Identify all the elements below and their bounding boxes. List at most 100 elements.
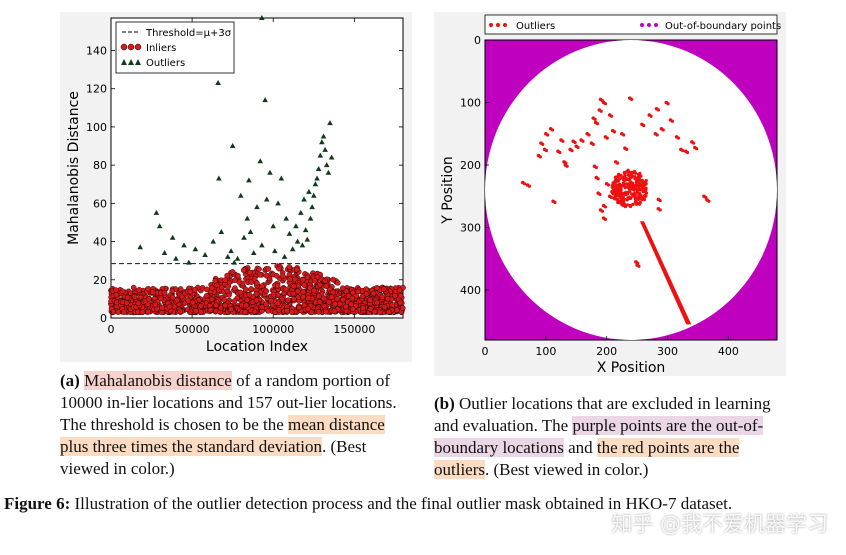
outlier-point (325, 169, 332, 175)
cluster-point (616, 192, 620, 196)
outlier-point (544, 149, 549, 153)
outlier-point (594, 165, 598, 170)
outlier-point (616, 161, 620, 165)
outlier-location-chart: 0 100 200 300 400 0 100 200 300 400 X Position Y… (434, 12, 786, 376)
legend-boundary: Out-of-boundary points (665, 21, 781, 32)
cluster-point (619, 173, 623, 177)
inlier-point (349, 289, 356, 296)
x-axis-label: X Position (597, 360, 666, 376)
outlier-point (312, 181, 319, 187)
outlier-point (595, 122, 600, 126)
inlier-point (376, 309, 383, 316)
inlier-point (130, 284, 137, 291)
inlier-point (331, 308, 338, 314)
inlier-point (275, 300, 281, 307)
inlier-point (273, 272, 280, 279)
outlier-point (323, 162, 330, 168)
outlier-point (299, 242, 306, 248)
inlier-point (339, 296, 346, 303)
inlier-point (371, 308, 378, 315)
inlier-point (270, 291, 277, 298)
caption-a-text-2: . (Best viewed in color.) (60, 437, 367, 478)
outlier-point (267, 169, 273, 175)
inlier-point (386, 309, 392, 315)
outlier-point (541, 142, 545, 146)
outlier-point (670, 119, 674, 123)
outlier-point (561, 139, 565, 143)
cluster-point (626, 182, 631, 186)
inlier-point (285, 297, 292, 304)
inlier-point (152, 301, 159, 308)
inlier-point (334, 279, 341, 286)
outlier-point (310, 192, 317, 198)
outlier-point (301, 196, 307, 202)
inlier-point (323, 283, 330, 289)
outlier-point (218, 229, 225, 235)
inlier-point (113, 291, 120, 298)
cluster-point (635, 189, 639, 194)
inlier-point (282, 286, 289, 293)
inlier-point (301, 282, 308, 289)
inlier-point (145, 285, 151, 292)
outlier-point (215, 79, 221, 85)
outlier-point (289, 246, 296, 252)
y-tick-label: 300 (460, 222, 481, 235)
inlier-point (300, 288, 307, 295)
inlier-point (305, 306, 311, 312)
inlier-point (263, 301, 269, 308)
legend: Threshold=μ+3σ Inliers Outliers (115, 21, 235, 74)
inlier-points (108, 263, 406, 316)
cluster-point (639, 193, 643, 197)
y-tick-label: 140 (86, 44, 107, 57)
outlier-point (304, 236, 311, 242)
cluster-point (611, 190, 615, 194)
inlier-point (326, 299, 332, 305)
outlier-point (596, 177, 600, 181)
cluster-point (630, 174, 635, 178)
inlier-point (253, 291, 260, 297)
outlier-point (173, 255, 179, 261)
outlier-point (302, 227, 309, 233)
outlier-point (281, 253, 288, 259)
inlier-point (397, 292, 404, 299)
inlier-point (295, 282, 302, 289)
inlier-point (322, 277, 328, 284)
cluster-point (621, 181, 625, 185)
cluster-point (629, 181, 633, 185)
cluster-point (623, 186, 627, 190)
legend-inliers: Inliers (146, 43, 176, 54)
caption-b: (b) Outlier locations that are excluded … (434, 393, 786, 481)
inlier-point (276, 265, 282, 272)
cluster-point (643, 190, 647, 194)
outlier-point (229, 143, 236, 149)
inlier-point (268, 297, 275, 304)
inlier-point (316, 281, 323, 288)
cluster-point (612, 196, 616, 200)
inlier-point (349, 295, 356, 302)
y-tick-label: 200 (460, 159, 481, 172)
outlier-point (169, 234, 176, 240)
outlier-point (656, 108, 660, 112)
outlier-point (649, 114, 653, 118)
inlier-point (158, 295, 164, 302)
caption-b-text-1: Outlier locations that are excluded in l… (434, 394, 771, 435)
cluster-point (638, 174, 642, 179)
cluster-point (623, 197, 627, 201)
inlier-point (330, 276, 336, 283)
outlier-point (570, 149, 574, 153)
x-tick-label: 50000 (175, 323, 210, 336)
caption-b-label: (b) (434, 394, 455, 413)
x-tick-label: 0 (482, 345, 489, 358)
outlier-point (658, 199, 662, 203)
y-axis-label: Mahalanobis Distance (66, 91, 82, 245)
outlier-point (322, 146, 328, 152)
inlier-point (290, 296, 297, 302)
inlier-point (251, 275, 258, 282)
inlier-point (192, 287, 198, 293)
cluster-point (624, 170, 628, 174)
inlier-point (348, 301, 355, 308)
outlier-point (320, 133, 327, 139)
caption-b-text-2: and (563, 438, 597, 457)
outlier-point (565, 164, 569, 168)
inlier-point (299, 276, 306, 283)
